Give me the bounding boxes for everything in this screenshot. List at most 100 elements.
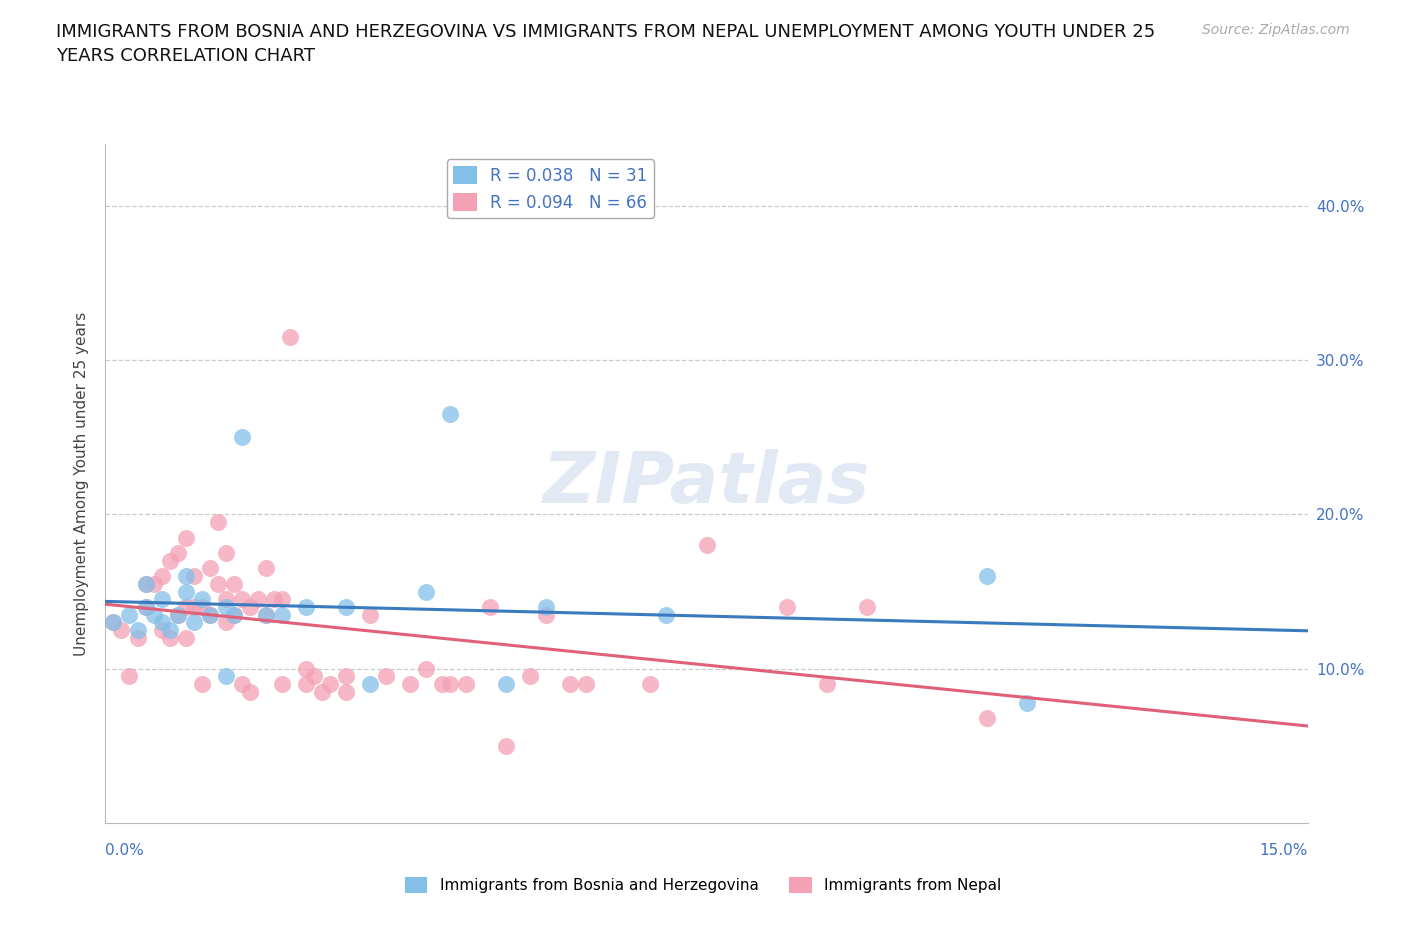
Point [198,561,221,576]
Point [278,329,301,344]
Point [439,677,461,692]
Point [174,600,197,615]
Point [231,677,253,692]
Point [1017,696,1039,711]
Point [127,631,149,645]
Point [335,600,357,615]
Point [439,406,461,421]
Point [270,607,292,622]
Point [207,514,229,529]
Point [254,607,277,622]
Point [374,669,398,684]
Point [495,738,517,753]
Point [118,607,141,622]
Point [319,677,342,692]
Text: ZIPatlas: ZIPatlas [543,449,870,518]
Point [430,677,453,692]
Point [495,677,517,692]
Point [270,591,292,606]
Point [166,607,188,622]
Point [270,677,292,692]
Point [214,591,236,606]
Point [103,615,125,630]
Point [127,623,149,638]
Point [214,600,236,615]
Point [399,677,422,692]
Point [183,615,205,630]
Point [118,669,141,684]
Point [159,553,181,568]
Point [183,600,205,615]
Point [295,661,318,676]
Point [254,607,277,622]
Point [150,623,173,638]
Point [174,530,197,545]
Text: Source: ZipAtlas.com: Source: ZipAtlas.com [1202,23,1350,37]
Point [214,546,236,561]
Point [174,569,197,584]
Point [359,607,381,622]
Point [150,569,173,584]
Point [776,600,799,615]
Point [231,430,253,445]
Point [190,591,212,606]
Point [222,607,245,622]
Point [302,669,325,684]
Point [263,591,285,606]
Point [311,684,333,699]
Point [359,677,381,692]
Point [174,631,197,645]
Point [640,677,662,692]
Legend: R = 0.038   N = 31, R = 0.094   N = 66: R = 0.038 N = 31, R = 0.094 N = 66 [447,159,654,219]
Point [295,677,318,692]
Point [166,546,188,561]
Point [159,623,181,638]
Point [142,607,165,622]
Point [655,607,678,622]
Point [142,577,165,591]
Point [335,669,357,684]
Point [415,584,437,599]
Point [239,600,262,615]
Point [976,711,998,725]
Point [135,600,157,615]
Legend: Immigrants from Bosnia and Herzegovina, Immigrants from Nepal: Immigrants from Bosnia and Herzegovina, … [398,870,1008,899]
Point [214,669,236,684]
Point [815,677,838,692]
Point [519,669,541,684]
Point [222,577,245,591]
Point [198,607,221,622]
Point [159,631,181,645]
Point [335,684,357,699]
Point [174,584,197,599]
Y-axis label: Unemployment Among Youth under 25 years: Unemployment Among Youth under 25 years [75,312,90,656]
Point [135,577,157,591]
Point [239,684,262,699]
Point [254,561,277,576]
Point [534,607,557,622]
Point [575,677,598,692]
Point [454,677,477,692]
Point [207,577,229,591]
Point [222,607,245,622]
Point [190,600,212,615]
Text: IMMIGRANTS FROM BOSNIA AND HERZEGOVINA VS IMMIGRANTS FROM NEPAL UNEMPLOYMENT AMO: IMMIGRANTS FROM BOSNIA AND HERZEGOVINA V… [56,23,1156,65]
Point [560,677,582,692]
Point [103,615,125,630]
Point [135,577,157,591]
Point [479,600,502,615]
Text: 15.0%: 15.0% [1260,844,1308,858]
Point [135,600,157,615]
Text: 0.0%: 0.0% [105,844,145,858]
Point [198,607,221,622]
Point [110,623,132,638]
Point [190,677,212,692]
Point [246,591,269,606]
Point [295,600,318,615]
Point [855,600,877,615]
Point [166,607,188,622]
Point [534,600,557,615]
Point [150,591,173,606]
Point [696,538,718,552]
Point [150,615,173,630]
